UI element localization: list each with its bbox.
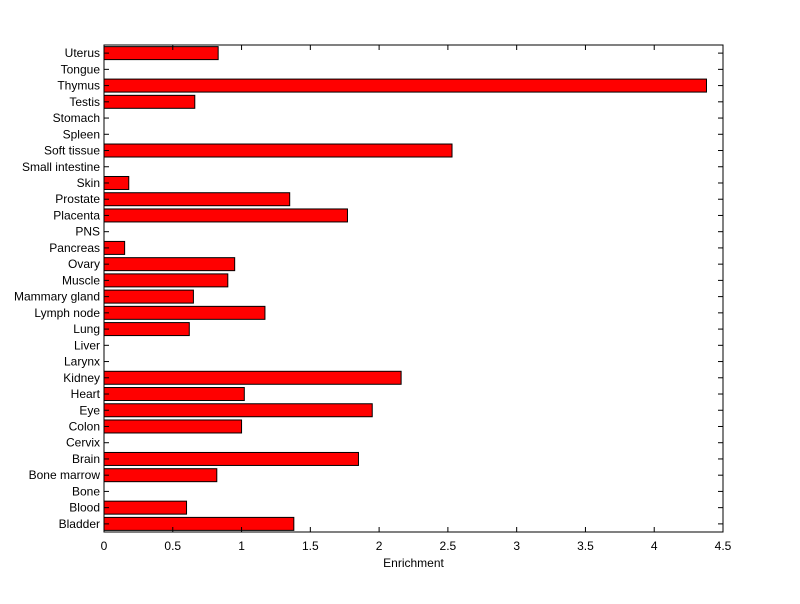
bar-colon <box>103 419 243 434</box>
y-tick-label: Cervix <box>66 436 100 450</box>
y-tick-label: Placenta <box>53 208 100 222</box>
bar-placenta <box>103 208 348 223</box>
y-tick-label: PNS <box>75 225 100 239</box>
y-tick-label: Bladder <box>59 517 100 531</box>
y-tick-label: Larynx <box>64 355 100 369</box>
x-tick-label: 2.5 <box>440 539 457 553</box>
y-tick-label: Small intestine <box>22 160 100 174</box>
bar-testis <box>103 94 196 109</box>
y-tick-label: Uterus <box>65 46 100 60</box>
x-tick-label: 1.5 <box>302 539 319 553</box>
bar-soft-tissue <box>103 143 453 158</box>
bar-ovary <box>103 257 236 272</box>
bar-kidney <box>103 370 402 385</box>
plot-frame <box>103 44 724 533</box>
bar-bladder <box>103 516 295 531</box>
y-tick-label: Lung <box>73 322 100 336</box>
y-tick-label: Liver <box>74 338 100 352</box>
bar-uterus <box>103 46 219 61</box>
y-tick-label: Spleen <box>63 127 100 141</box>
y-tick-label: Kidney <box>63 371 100 385</box>
y-tick-label: Prostate <box>55 192 100 206</box>
y-tick-label: Skin <box>77 176 100 190</box>
bar-lymph-node <box>103 305 266 320</box>
x-tick-label: 1 <box>238 539 245 553</box>
bar-lung <box>103 322 190 337</box>
bar-heart <box>103 387 245 402</box>
y-tick-label: Ovary <box>68 257 100 271</box>
y-tick-label: Muscle <box>62 273 100 287</box>
y-tick-label: Bone marrow <box>29 468 101 482</box>
y-tick-label: Tongue <box>61 62 101 76</box>
bar-prostate <box>103 192 291 207</box>
y-tick-label: Lymph node <box>34 306 100 320</box>
bar-thymus <box>103 78 707 93</box>
bar-brain <box>103 451 359 466</box>
x-tick-label: 0 <box>101 539 108 553</box>
y-tick-label: Bone <box>72 484 100 498</box>
y-tick-label: Eye <box>79 403 100 417</box>
x-tick-label: 2 <box>376 539 383 553</box>
x-tick-label: 3 <box>513 539 520 553</box>
y-tick-label: Stomach <box>53 111 100 125</box>
y-tick-label: Mammary gland <box>14 290 100 304</box>
bar-bone-marrow <box>103 468 218 483</box>
y-tick-label: Brain <box>72 452 100 466</box>
y-tick-label: Thymus <box>57 79 100 93</box>
y-tick-label: Soft tissue <box>44 144 100 158</box>
y-tick-label: Heart <box>71 387 101 401</box>
y-tick-label: Colon <box>69 419 100 433</box>
bar-eye <box>103 403 373 418</box>
y-tick-label: Blood <box>69 501 100 515</box>
y-tick-label: Testis <box>69 95 100 109</box>
x-axis-label: Enrichment <box>383 556 444 570</box>
y-axis: Bladder Blood Bone Bone marrow Brain Cervix Co… <box>14 46 723 531</box>
x-tick-label: 4.5 <box>715 539 732 553</box>
bar-muscle <box>103 273 229 288</box>
x-tick-label: 4 <box>651 539 658 553</box>
bar-blood <box>103 500 188 515</box>
x-tick-label: 0.5 <box>164 539 181 553</box>
bar-mammary-gland <box>103 289 194 304</box>
x-tick-label: 3.5 <box>577 539 594 553</box>
y-tick-label: Pancreas <box>49 241 100 255</box>
